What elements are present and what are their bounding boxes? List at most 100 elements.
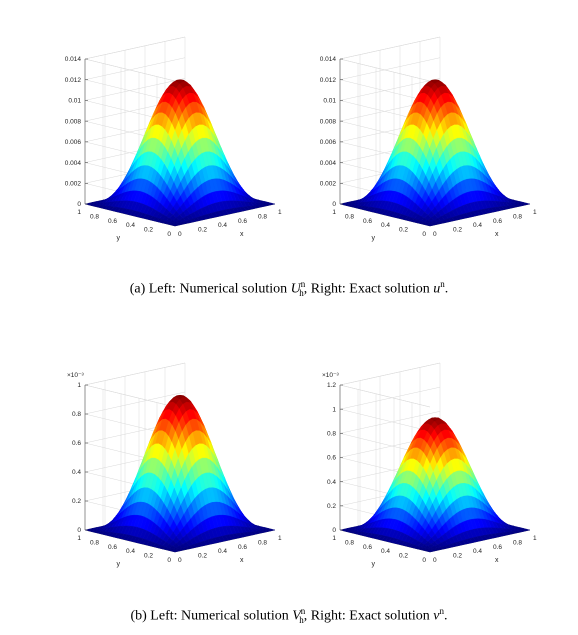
y-tick-label: 1 [77, 535, 81, 542]
x-tick-label: 0 [433, 231, 437, 238]
y-tick-label: 0.2 [399, 553, 408, 560]
y-tick-label: 1 [332, 209, 336, 216]
x-tick-label: 0.8 [258, 213, 267, 220]
z-tick-label: 0.008 [320, 118, 337, 125]
caption-b-prefix: (b) Left: Numerical solution [130, 608, 293, 624]
y-tick-label: 0.6 [108, 544, 117, 551]
caption-b-sub: h [299, 615, 304, 626]
z-tick-label: 0.014 [320, 56, 337, 63]
z-tick-label: 1 [77, 382, 81, 389]
surface-mesh [84, 394, 276, 553]
y-tick-label: 0.6 [363, 218, 372, 225]
z-tick-label: 0.2 [72, 498, 81, 505]
z-tick-label: 0.004 [320, 160, 337, 167]
x-tick-label: 0.6 [238, 544, 247, 551]
y-tick-label: 0.8 [90, 213, 99, 220]
z-tick-label: 0.012 [320, 77, 337, 84]
z-tick-label: 0.002 [65, 180, 82, 187]
y-tick-label: 0 [167, 231, 171, 238]
surface-plot-svg: 0 0.2 0.4 0.6 0.8 1 ×10⁻³ Vnh 0 0.2 0.4 0.6 0.8 1 x 0 0.… [55, 362, 282, 568]
z-tick-label: 0.014 [65, 56, 82, 63]
z-tick-label: 0.8 [72, 411, 81, 418]
z-tick-label: 0 [332, 527, 336, 534]
surface-patch [426, 224, 434, 227]
y-tick-label: 0.4 [381, 222, 390, 229]
x-tick-label: 0.2 [198, 227, 207, 234]
y-tick-label: 1 [77, 209, 81, 216]
surface-plot-svg: 00.20.40.60.811.2×10⁻³vn00.20.40.60.81x0… [322, 362, 537, 568]
x-axis-label: x [240, 557, 244, 564]
z-tick-label: 0.6 [327, 455, 336, 462]
z-tick-label: 1 [332, 406, 336, 413]
z-axis-label: Unh [55, 130, 56, 138]
z-tick-label: 0.006 [320, 139, 337, 146]
x-tick-label: 0.6 [493, 544, 502, 551]
x-tick-label: 0.6 [493, 218, 502, 225]
z-tick-label: 1.2 [327, 382, 336, 389]
x-tick-label: 0.4 [218, 222, 227, 229]
z-tick-label: 0.4 [72, 469, 81, 476]
z-tick-label: 0.008 [65, 118, 82, 125]
z-tick-label: 0.01 [68, 98, 81, 105]
x-tick-label: 0 [178, 231, 182, 238]
x-tick-label: 0.8 [258, 539, 267, 546]
x-tick-label: 1 [533, 535, 537, 542]
z-tick-label: 0.4 [327, 479, 336, 486]
caption-b-sup2: n [439, 606, 445, 616]
x-tick-label: 0.6 [238, 218, 247, 225]
caption-b-sup: n [300, 606, 306, 616]
caption-a-suffix: . [444, 281, 449, 297]
y-tick-label: 0.8 [345, 213, 354, 220]
surface-plot-svg: 00.0020.0040.0060.0080.010.0120.014un00.… [320, 36, 537, 242]
x-axis-label: x [495, 557, 499, 564]
y-tick-label: 0.8 [345, 539, 354, 546]
x-axis-label: x [495, 231, 499, 238]
caption-b-middle: , Right: Exact solution [303, 608, 434, 624]
y-tick-label: 0.6 [363, 544, 372, 551]
caption-a-sup2: n [440, 279, 445, 289]
y-tick-label: 0.2 [144, 227, 153, 234]
surface-patch [426, 550, 434, 553]
z-tick-label: 0.012 [65, 77, 82, 84]
surface-plot-numerical-u: 00.0020.0040.0060.0080.010.0120.014Unh00… [55, 28, 295, 268]
x-tick-label: 0.8 [513, 539, 522, 546]
x-tick-label: 0 [433, 557, 437, 564]
surface-plot-exact-u: 00.0020.0040.0060.0080.010.0120.014un00.… [310, 28, 550, 268]
surface-patch [171, 224, 179, 227]
y-tick-label: 0.2 [399, 227, 408, 234]
y-axis-label: y [117, 561, 121, 568]
x-tick-label: 1 [278, 209, 282, 216]
z-tick-label: 0 [77, 201, 81, 208]
surface-patch [171, 550, 179, 553]
y-tick-label: 0.8 [90, 539, 99, 546]
caption-a-prefix: (a) Left: Numerical solution [129, 281, 291, 297]
z-tick-label: 0.01 [323, 98, 336, 105]
z-tick-label: 0.002 [320, 180, 337, 187]
caption-a-sup: n [300, 279, 306, 289]
z-exponent-label: ×10⁻³ [67, 372, 84, 379]
y-tick-label: 0 [167, 557, 171, 564]
surface-plot-numerical-v: 0 0.2 0.4 0.6 0.8 1 ×10⁻³ Vnh 0 0.2 0.4 0.6 0.8 1 x 0 0.… [55, 354, 295, 594]
caption-b: (b) Left: Numerical solution Vnh, Right:… [0, 606, 578, 625]
caption-a-symbol: U [290, 281, 301, 297]
z-tick-label: 0.8 [327, 431, 336, 438]
x-tick-label: 0.2 [198, 553, 207, 560]
surface-mesh [339, 79, 531, 227]
x-axis-label: x [240, 231, 244, 238]
caption-a-sub: h [299, 288, 304, 299]
caption-b-symbol2: v [433, 608, 440, 624]
y-tick-label: 0.4 [126, 548, 135, 555]
x-tick-label: 0.2 [453, 553, 462, 560]
y-axis-label: y [372, 235, 376, 242]
x-tick-label: 0 [178, 557, 182, 564]
caption-b-suffix: . [444, 608, 448, 624]
y-axis-label: y [117, 235, 121, 242]
y-tick-label: 0.2 [144, 553, 153, 560]
y-tick-label: 1 [332, 535, 336, 542]
x-tick-label: 0.4 [473, 222, 482, 229]
y-tick-label: 0.4 [381, 548, 390, 555]
surface-plot-exact-v: 00.20.40.60.811.2×10⁻³vn00.20.40.60.81x0… [310, 354, 550, 594]
y-axis-label: y [372, 561, 376, 568]
surface-mesh [84, 79, 276, 227]
surface-plot-svg: 00.0020.0040.0060.0080.010.0120.014Unh00… [55, 36, 282, 242]
